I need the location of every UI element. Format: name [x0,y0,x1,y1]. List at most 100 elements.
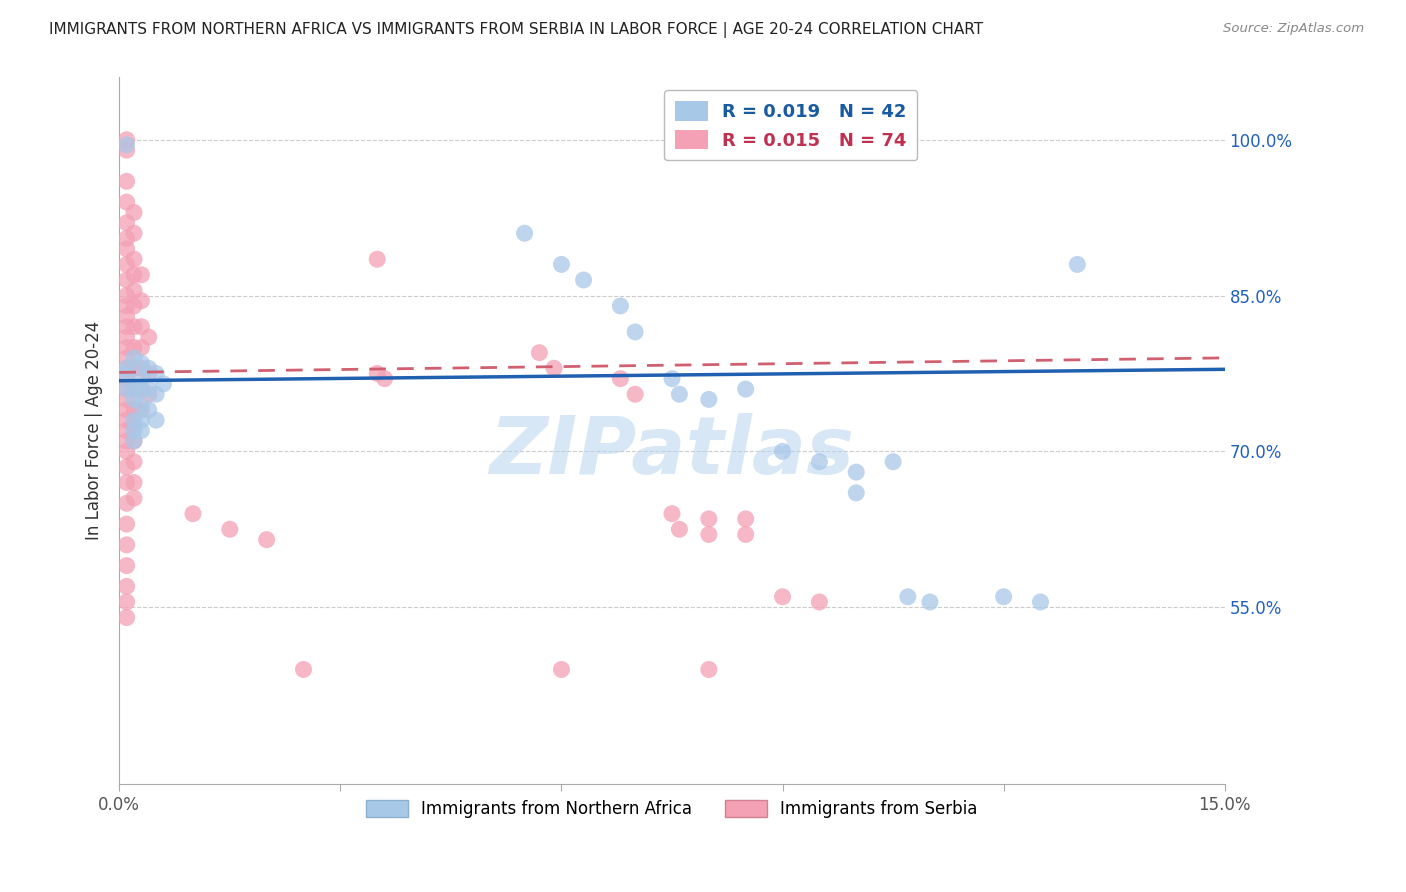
Point [122,392,145,407]
Point [218,522,240,536]
Y-axis label: In Labor Force | Age 20-24: In Labor Force | Age 20-24 [86,321,103,541]
Point [131,341,153,355]
Point [122,434,145,448]
Point [845,486,868,500]
Point [115,382,138,396]
Point [624,325,647,339]
Point [138,361,160,376]
Point [131,424,153,438]
Point [122,351,145,365]
Point [993,590,1015,604]
Point [366,252,388,267]
Point [115,392,138,407]
Point [661,507,683,521]
Point [115,367,138,381]
Point [668,522,690,536]
Point [115,371,138,385]
Point [115,138,138,153]
Point [366,367,388,381]
Point [131,398,153,412]
Point [292,663,315,677]
Point [115,595,138,609]
Point [122,252,145,267]
Point [918,595,941,609]
Point [115,319,138,334]
Point [115,361,138,376]
Point [1029,595,1052,609]
Point [122,382,145,396]
Point [181,507,204,521]
Point [122,455,145,469]
Point [529,345,551,359]
Point [122,284,145,298]
Point [1066,257,1088,271]
Point [115,361,138,376]
Point [115,402,138,417]
Point [882,455,904,469]
Point [131,371,153,385]
Point [734,512,756,526]
Point [115,273,138,287]
Legend: Immigrants from Northern Africa, Immigrants from Serbia: Immigrants from Northern Africa, Immigra… [360,793,984,825]
Point [122,299,145,313]
Point [115,133,138,147]
Point [122,319,145,334]
Point [131,293,153,308]
Point [772,444,794,458]
Point [115,610,138,624]
Point [122,434,145,448]
Point [122,413,145,427]
Point [131,356,153,370]
Point [550,663,572,677]
Point [145,367,167,381]
Point [115,496,138,510]
Point [115,517,138,532]
Point [122,382,145,396]
Point [122,418,145,433]
Point [122,402,145,417]
Point [138,402,160,417]
Point [115,257,138,271]
Point [609,299,631,313]
Point [115,174,138,188]
Point [374,371,396,385]
Point [115,558,138,573]
Point [131,402,153,417]
Point [152,376,174,391]
Point [115,242,138,256]
Point [138,367,160,381]
Point [115,195,138,210]
Point [115,330,138,344]
Point [138,330,160,344]
Point [115,579,138,593]
Point [122,424,145,438]
Point [131,319,153,334]
Point [122,491,145,505]
Point [115,299,138,313]
Point [661,371,683,385]
Point [115,216,138,230]
Point [772,590,794,604]
Point [145,387,167,401]
Point [697,663,720,677]
Point [115,382,138,396]
Point [543,361,565,376]
Point [131,268,153,282]
Point [697,512,720,526]
Text: IMMIGRANTS FROM NORTHERN AFRICA VS IMMIGRANTS FROM SERBIA IN LABOR FORCE | AGE 2: IMMIGRANTS FROM NORTHERN AFRICA VS IMMIG… [49,22,983,38]
Point [513,226,536,240]
Point [550,257,572,271]
Point [115,459,138,474]
Point [897,590,920,604]
Point [697,527,720,541]
Point [122,475,145,490]
Point [115,475,138,490]
Point [115,538,138,552]
Point [115,444,138,458]
Point [115,341,138,355]
Point [122,341,145,355]
Point [131,413,153,427]
Point [115,424,138,438]
Point [138,387,160,401]
Point [115,413,138,427]
